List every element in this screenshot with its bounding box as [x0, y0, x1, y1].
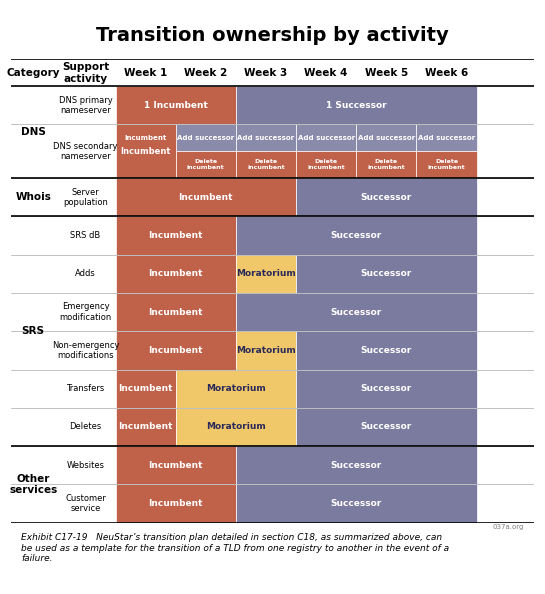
Text: Transition ownership by activity: Transition ownership by activity [96, 26, 449, 45]
Text: Non-emergency
modifications: Non-emergency modifications [52, 341, 119, 360]
Text: DNS: DNS [21, 127, 46, 137]
Text: Customer
service: Customer service [65, 494, 106, 513]
Text: DNS primary
nameserver: DNS primary nameserver [58, 96, 112, 115]
Bar [116, 255, 236, 293]
Bar [11, 59, 534, 86]
Text: Incumbent: Incumbent [118, 422, 173, 431]
Text: Delete
incumbent: Delete incumbent [367, 159, 405, 170]
Bar [116, 369, 175, 408]
Bar [236, 151, 296, 178]
Text: Incumbent: Incumbent [148, 269, 203, 279]
Text: Incumbent: Incumbent [148, 308, 203, 317]
Text: Incumbent: Incumbent [148, 346, 203, 355]
Text: Support
activity: Support activity [62, 62, 109, 84]
Bar [296, 331, 476, 369]
Text: 1 Incumbent: 1 Incumbent [144, 101, 208, 110]
Bar [296, 408, 476, 446]
Text: Successor: Successor [361, 269, 412, 279]
Text: 037a.org: 037a.org [492, 524, 524, 530]
Text: 1 Successor: 1 Successor [326, 101, 386, 110]
Text: Week 2: Week 2 [184, 68, 227, 78]
Text: Add successor: Add successor [358, 135, 415, 141]
Text: Delete
incumbent: Delete incumbent [187, 159, 225, 170]
Text: Websites: Websites [66, 461, 105, 470]
Text: Emergency
modification: Emergency modification [59, 302, 112, 322]
Text: Transfers: Transfers [66, 384, 105, 393]
Text: Successor: Successor [331, 461, 382, 470]
Text: Successor: Successor [331, 308, 382, 317]
Text: Add successor: Add successor [238, 135, 294, 141]
Text: Whois: Whois [15, 192, 51, 202]
Text: Moratorium: Moratorium [206, 384, 266, 393]
Text: Moratorium: Moratorium [236, 269, 296, 279]
Text: Adds: Adds [75, 269, 96, 279]
Bar [296, 125, 356, 151]
Text: SRS dB: SRS dB [70, 231, 101, 240]
Text: Moratorium: Moratorium [206, 422, 266, 431]
Text: Add successor: Add successor [298, 135, 355, 141]
Bar [116, 446, 236, 485]
Bar [416, 151, 476, 178]
Bar [175, 408, 296, 446]
Bar [356, 125, 416, 151]
Text: Other
services: Other services [9, 473, 57, 495]
Text: Successor: Successor [331, 231, 382, 240]
Text: Moratorium: Moratorium [236, 346, 296, 355]
Bar [416, 125, 476, 151]
Bar [236, 293, 476, 331]
Bar [356, 151, 416, 178]
Text: Server
population: Server population [63, 188, 108, 207]
Text: Week 6: Week 6 [425, 68, 468, 78]
Text: DNS secondary
nameserver: DNS secondary nameserver [53, 141, 118, 161]
Bar [116, 86, 236, 125]
Bar [116, 125, 175, 178]
Text: Successor: Successor [361, 346, 412, 355]
Text: Week 4: Week 4 [305, 68, 348, 78]
Text: Incumbent: Incumbent [124, 135, 167, 141]
Bar [175, 151, 236, 178]
Bar [296, 151, 356, 178]
Bar [296, 369, 476, 408]
Bar [116, 331, 236, 369]
Bar [236, 485, 476, 523]
Text: Incumbent: Incumbent [148, 499, 203, 508]
Bar [116, 125, 175, 151]
Bar [236, 86, 476, 125]
Bar [116, 216, 236, 255]
Text: Add successor: Add successor [177, 135, 234, 141]
Text: Successor: Successor [361, 192, 412, 202]
Text: Week 3: Week 3 [244, 68, 288, 78]
Text: Delete
incumbent: Delete incumbent [428, 159, 465, 170]
Bar [116, 178, 296, 216]
Text: Add successor: Add successor [418, 135, 475, 141]
Bar [175, 125, 236, 151]
Text: Category: Category [7, 68, 60, 78]
Bar [236, 255, 296, 293]
Bar [236, 331, 296, 369]
Bar [236, 125, 296, 151]
Text: Successor: Successor [361, 422, 412, 431]
Text: Deletes: Deletes [69, 422, 101, 431]
Text: Delete
incumbent: Delete incumbent [247, 159, 285, 170]
Bar [296, 255, 476, 293]
Text: Incumbent: Incumbent [120, 147, 171, 156]
Text: Incumbent: Incumbent [148, 461, 203, 470]
Bar [296, 178, 476, 216]
Bar [236, 446, 476, 485]
Bar [116, 485, 236, 523]
Text: Successor: Successor [361, 384, 412, 393]
Bar [236, 216, 476, 255]
Bar [116, 408, 175, 446]
Text: SRS: SRS [22, 326, 45, 336]
Text: Week 5: Week 5 [365, 68, 408, 78]
Text: Week 1: Week 1 [124, 68, 167, 78]
Bar [116, 293, 236, 331]
Text: Incumbent: Incumbent [148, 231, 203, 240]
Text: Exhibit C17-19   NeuStar’s transition plan detailed in section C18, as summarize: Exhibit C17-19 NeuStar’s transition plan… [21, 533, 450, 563]
Bar [175, 369, 296, 408]
Text: Delete
incumbent: Delete incumbent [307, 159, 345, 170]
Text: Incumbent: Incumbent [118, 384, 173, 393]
Text: Successor: Successor [331, 499, 382, 508]
Text: Incumbent: Incumbent [179, 192, 233, 202]
